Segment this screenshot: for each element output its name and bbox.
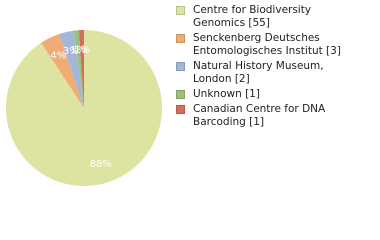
legend-label: Unknown [1] xyxy=(193,88,260,100)
pie-slice xyxy=(6,30,162,186)
legend-swatch xyxy=(176,90,185,99)
pie-slice xyxy=(73,30,84,108)
legend-swatch xyxy=(176,62,185,71)
legend-swatch xyxy=(176,34,185,43)
slice-label: 3% xyxy=(63,46,79,57)
legend-label: Canadian Centre for DNA Barcoding [1] xyxy=(193,103,326,128)
legend-swatch xyxy=(176,105,185,114)
slice-label: 1% xyxy=(74,45,90,56)
pie-slice xyxy=(41,34,84,108)
slice-label: 1% xyxy=(70,45,86,56)
pie-slice xyxy=(78,30,84,108)
legend-item: Unknown [1] xyxy=(174,88,374,101)
pie-slice xyxy=(59,30,84,108)
legend: Centre for Biodiversity Genomics [55] Sen… xyxy=(174,4,374,131)
legend-label: Centre for Biodiversity Genomics [55] xyxy=(193,4,312,29)
legend-label: Senckenberg Deutsches Entomologisches In… xyxy=(193,32,341,57)
legend-swatch xyxy=(176,6,185,15)
legend-item: Canadian Centre for DNA Barcoding [1] xyxy=(174,103,374,129)
slice-label: 4% xyxy=(50,50,66,61)
legend-item: Natural History Museum, London [2] xyxy=(174,60,374,86)
legend-item: Centre for Biodiversity Genomics [55] xyxy=(174,4,374,30)
slice-label: 88% xyxy=(90,159,112,170)
legend-label: Natural History Museum, London [2] xyxy=(193,60,324,85)
legend-item: Senckenberg Deutsches Entomologisches In… xyxy=(174,32,374,58)
pie: 88% 4%3%1%1% xyxy=(6,30,162,186)
